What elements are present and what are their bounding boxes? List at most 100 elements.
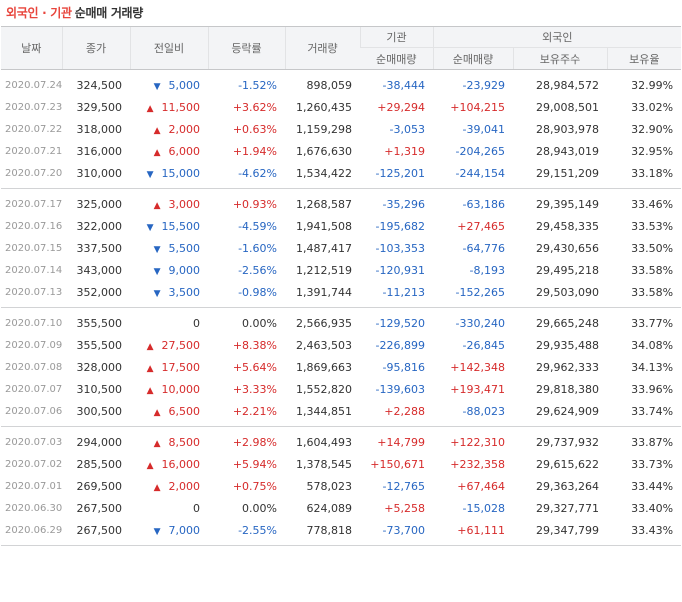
volume-cell: 2,566,935 — [296, 316, 352, 330]
foreign-ratio-cell: 34.08% — [631, 338, 674, 352]
foreign-ratio-cell: 33.43% — [607, 519, 682, 546]
up-arrow-icon: ▲ — [153, 407, 161, 418]
foreign-net-cell: -39,041 — [462, 122, 505, 136]
institution-net-cell: -3,053 — [389, 122, 425, 136]
table-row: 2020.07.20 310,000 ▼ 15,000 -4.62% 1,534,422-… — [1, 162, 682, 189]
up-arrow-icon: ▲ — [153, 147, 161, 158]
date-cell: 2020.07.20 — [1, 162, 62, 189]
foreign-ratio-cell: 33.87% — [631, 435, 674, 449]
table-row: 2020.07.09 355,500 ▲ 27,500 +8.38% 2,463,503 -… — [1, 334, 681, 356]
institution-net-cell: +29,294 — [377, 100, 425, 114]
date-cell: 2020.07.17 — [5, 198, 63, 210]
close-cell: 310,500 — [76, 382, 123, 396]
foreign-ratio-cell: 33.73% — [631, 457, 674, 471]
table-row: 2020.07.13 352,000 ▼ 3,500 -0.98% 1,391,744 -1… — [1, 281, 682, 308]
institution-net-cell: -35,296 — [382, 197, 425, 211]
foreign-holdings-cell: 29,458,335 — [536, 219, 599, 233]
institution-net-cell: +1,319 — [384, 144, 425, 158]
foreign-ratio-cell: 33.02% — [631, 100, 674, 114]
foreign-ratio-cell: 34.13% — [631, 360, 674, 374]
date-cell: 2020.07.13 — [1, 281, 62, 308]
foreign-net-cell: -8,193 — [469, 263, 505, 277]
down-arrow-icon: ▼ — [153, 266, 161, 277]
header-group-institution: 기관 — [359, 26, 433, 48]
foreign-holdings-cell: 29,935,488 — [536, 338, 599, 352]
foreign-holdings-cell: 29,962,333 — [536, 360, 599, 374]
change-value: 27,500 — [161, 338, 201, 352]
foreign-net-cell: +27,465 — [457, 219, 505, 233]
close-cell: 267,500 — [62, 519, 130, 546]
up-arrow-icon: ▲ — [146, 460, 154, 471]
change-cell: ▼ 5,000 — [130, 70, 208, 97]
foreign-net-cell: -330,240 — [455, 316, 505, 330]
rate-cell: +3.33% — [232, 382, 277, 396]
foreign-holdings-cell: 29,008,501 — [536, 100, 599, 114]
change-cell: ▲ 17,500 — [130, 356, 208, 378]
foreign-holdings-cell: 28,903,978 — [536, 122, 599, 136]
foreign-net-cell: +142,348 — [450, 360, 505, 374]
table-body: 2020.07.24 324,500 ▼ 5,000 -1.52% 898,059 -38,… — [1, 70, 682, 546]
foreign-holdings-cell: 29,615,622 — [536, 457, 599, 471]
change-cell: ▼ 15,000 — [130, 162, 208, 189]
change-value: 10,000 — [161, 382, 201, 396]
change-cell: ▲ 16,000 — [130, 453, 208, 475]
table-row: 2020.07.02 285,500 ▲ 16,000 +5.94% 1,378,545 +… — [1, 453, 681, 475]
date-cell: 2020.07.14 — [5, 264, 63, 276]
close-cell: 269,500 — [76, 479, 123, 493]
table-row: 2020.07.23 329,500 ▲ 11,500 +3.62% 1,260,435 +… — [1, 96, 681, 118]
change-cell: 0 — [130, 497, 208, 519]
institution-net-cell: -103,353 — [375, 241, 425, 255]
change-value: 16,000 — [161, 457, 201, 471]
foreign-holdings-cell: 29,363,264 — [536, 479, 599, 493]
foreign-holdings-cell: 29,430,656 — [536, 241, 599, 255]
institution-net-cell: +14,799 — [377, 435, 425, 449]
foreign-ratio-cell: 33.46% — [631, 197, 674, 211]
foreign-net-cell: -26,845 — [462, 338, 505, 352]
foreign-holdings-cell: 29,495,218 — [536, 263, 599, 277]
foreign-net-cell: +104,215 — [450, 100, 505, 114]
up-arrow-icon: ▲ — [153, 438, 161, 449]
table-row: 2020.06.29 267,500 ▼ 7,000 -2.55% 778,818 -73,… — [1, 519, 682, 546]
change-value: 17,500 — [161, 360, 201, 374]
volume-cell: 1,260,435 — [296, 100, 352, 114]
foreign-holdings-cell: 29,151,209 — [513, 162, 607, 189]
header-date: 날짜 — [1, 26, 62, 70]
table-row: 2020.06.30 267,500 0 0.00% 624,089 +5,258 -15,… — [1, 497, 681, 519]
change-cell: ▲ 27,500 — [130, 334, 208, 356]
foreign-holdings-cell: 29,395,149 — [536, 197, 599, 211]
table-row: 2020.07.01 269,500 ▲ 2,000 +0.75% 578,023 -12,… — [1, 475, 681, 497]
rate-cell: -2.55% — [208, 519, 285, 546]
foreign-ratio-cell: 33.96% — [631, 382, 674, 396]
table-row: 2020.07.16 322,000 ▼ 15,500 -4.59% 1,941,508 -… — [1, 215, 681, 237]
date-cell: 2020.07.21 — [5, 145, 63, 157]
table-row: 2020.07.10 355,500 0 0.00% 2,566,935 -129,520… — [1, 308, 681, 335]
change-value: 3,500 — [168, 285, 201, 299]
change-value: 15,500 — [161, 219, 201, 233]
close-cell: 322,000 — [76, 219, 123, 233]
table-row: 2020.07.06 300,500 ▲ 6,500 +2.21% 1,344,851 +2… — [1, 400, 682, 427]
rate-cell: +1.94% — [232, 144, 277, 158]
institution-net-cell: -125,201 — [360, 162, 433, 189]
change-cell: ▼ 5,500 — [130, 237, 208, 259]
date-cell: 2020.07.15 — [5, 242, 63, 254]
rate-cell: +2.98% — [232, 435, 277, 449]
close-cell: 324,500 — [76, 78, 123, 92]
table-row: 2020.07.03 294,000 ▲ 8,500 +2.98% 1,604,493 +1… — [1, 427, 681, 454]
institution-net-cell: -95,816 — [382, 360, 425, 374]
volume-cell: 1,869,663 — [296, 360, 352, 374]
foreign-net-cell: -244,154 — [433, 162, 513, 189]
institution-net-cell: +5,258 — [384, 501, 425, 515]
header-foreign-net: 순매매량 — [432, 47, 513, 70]
table-row: 2020.07.21 316,000 ▲ 6,000 +1.94% 1,676,630 +1… — [1, 140, 681, 162]
volume-cell: 1,676,630 — [296, 144, 352, 158]
institution-net-cell: -120,931 — [375, 263, 425, 277]
header-rate: 등락률 — [207, 26, 285, 70]
institution-net-cell: -226,899 — [375, 338, 425, 352]
close-cell: 355,500 — [76, 316, 123, 330]
change-cell: ▲ 6,500 — [130, 400, 208, 427]
table-row: 2020.07.14 343,000 ▼ 9,000 -2.56% 1,212,519 -1… — [1, 259, 681, 281]
change-cell: ▲ 2,000 — [130, 475, 208, 497]
foreign-holdings-cell: 29,624,909 — [513, 400, 607, 427]
up-arrow-icon: ▲ — [153, 125, 161, 136]
volume-cell: 1,378,545 — [296, 457, 352, 471]
